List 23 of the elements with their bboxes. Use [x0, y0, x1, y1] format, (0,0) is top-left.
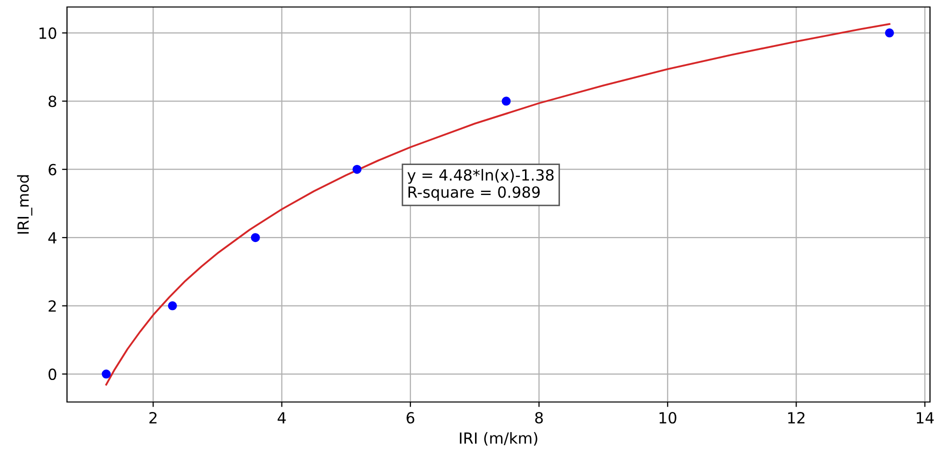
annotation: y = 4.48*ln(x)-1.38 R-square = 0.989 — [407, 168, 554, 201]
x-tick-label: 4 — [278, 412, 286, 424]
y-tick-label: 10 — [40, 27, 56, 39]
point — [102, 370, 111, 379]
point — [502, 96, 511, 106]
y-tick-label: 0 — [48, 368, 56, 380]
y-tick-label: 2 — [48, 300, 56, 312]
point — [250, 233, 260, 242]
x-tick-label: 10 — [660, 412, 676, 424]
point — [168, 301, 177, 310]
y-tick-label: 8 — [48, 96, 56, 108]
x-tick-label: 2 — [149, 412, 156, 424]
x-tick-label: 12 — [788, 412, 804, 424]
x-tick-label: 8 — [535, 412, 543, 424]
point — [884, 28, 894, 38]
x-tick-label: 6 — [406, 412, 414, 424]
y-tick-label: 6 — [48, 164, 56, 176]
point — [352, 164, 362, 174]
line-series — [105, 23, 890, 386]
y-axis-title: IRI_mod — [17, 175, 32, 234]
x-tick-label: 14 — [916, 412, 934, 424]
x-axis-title: IRI (m/km) — [460, 432, 538, 446]
y-tick-label: 4 — [48, 232, 56, 244]
